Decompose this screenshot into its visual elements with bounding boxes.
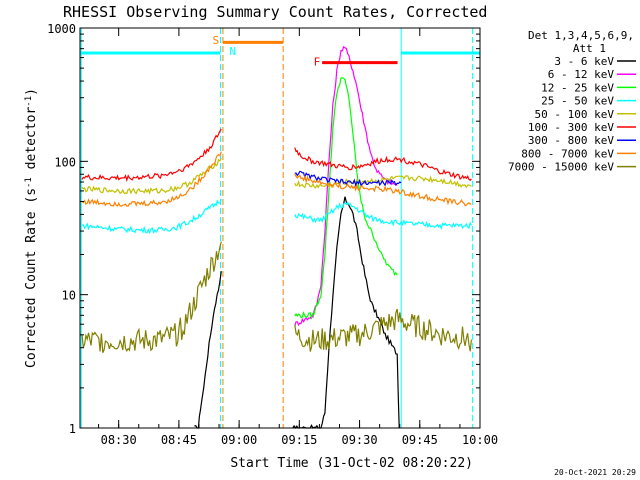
x-tick-label: 09:15 [281,433,317,447]
series-line [294,173,472,207]
y-axis-label-middle: detector [24,107,39,178]
generated-timestamp: 20-Oct-2021 20:29 [554,468,636,477]
flag-label: S [212,34,219,47]
flag-label: N [229,45,236,58]
y-tick-label: 100 [54,155,76,169]
series-line [81,158,222,195]
series-line [81,151,222,207]
y-tick-label: 1 [69,422,76,436]
x-tick-label: 10:00 [462,433,498,447]
series-line [294,77,398,320]
series-line [81,198,222,235]
y-axis-label: Corrected Count Rate (s-1 detector-1) [24,88,39,368]
series-line [294,308,472,352]
series-line [194,271,222,429]
y-axis-label-end: ) [24,88,39,96]
plot-area: SN F [80,28,480,430]
series-line [294,147,472,182]
series-line [81,128,222,183]
y-axis-label-exponent-2: -1 [24,96,34,107]
x-tick-label: 08:45 [161,433,197,447]
legend-header-line-1: Det 1,3,4,5,6,9, [528,29,634,42]
y-axis-label-main: Corrected Count Rate (s [24,188,39,368]
legend-entry-label: 3 - 6 keV [554,55,614,68]
legend-entry-label: 6 - 12 keV [548,68,615,81]
x-axis-label: Start Time (31-Oct-02 08:20:22) [230,456,473,471]
series-line [294,201,472,231]
series-line [81,241,222,353]
axes: 08:30 08:45 09:00 09:15 09:30 09:45 10:00 1 10 10… [47,22,498,447]
x-tick-label: 09:30 [341,433,377,447]
legend-entry-label: 300 - 800 keV [528,134,614,147]
legend-header-line-2: Att 1 [573,42,606,55]
flag-label: F [314,56,321,69]
x-tick-label: 08:30 [101,433,137,447]
y-axis-label-exponent: -1 [24,177,34,188]
y-tick-label: 1000 [47,22,76,36]
x-tick-label: 09:00 [221,433,257,447]
legend-entry-label: 50 - 100 keV [535,108,615,121]
legend-entry-label: 800 - 7000 keV [521,147,614,160]
legend-entry-label: 100 - 300 keV [528,121,614,134]
series-line [292,196,400,430]
series-line [294,170,402,188]
legend-entry-label: 25 - 50 keV [541,95,614,108]
series-line [294,175,472,189]
plot-frame [79,27,481,429]
x-tick-label: 09:45 [402,433,438,447]
chart-title: RHESSI Observing Summary Count Rates, Co… [63,3,487,21]
legend-entry-label: 12 - 25 keV [541,81,614,94]
y-tick-label: 10 [62,289,76,303]
legend-entry-label: 7000 - 15000 keV [508,161,614,174]
